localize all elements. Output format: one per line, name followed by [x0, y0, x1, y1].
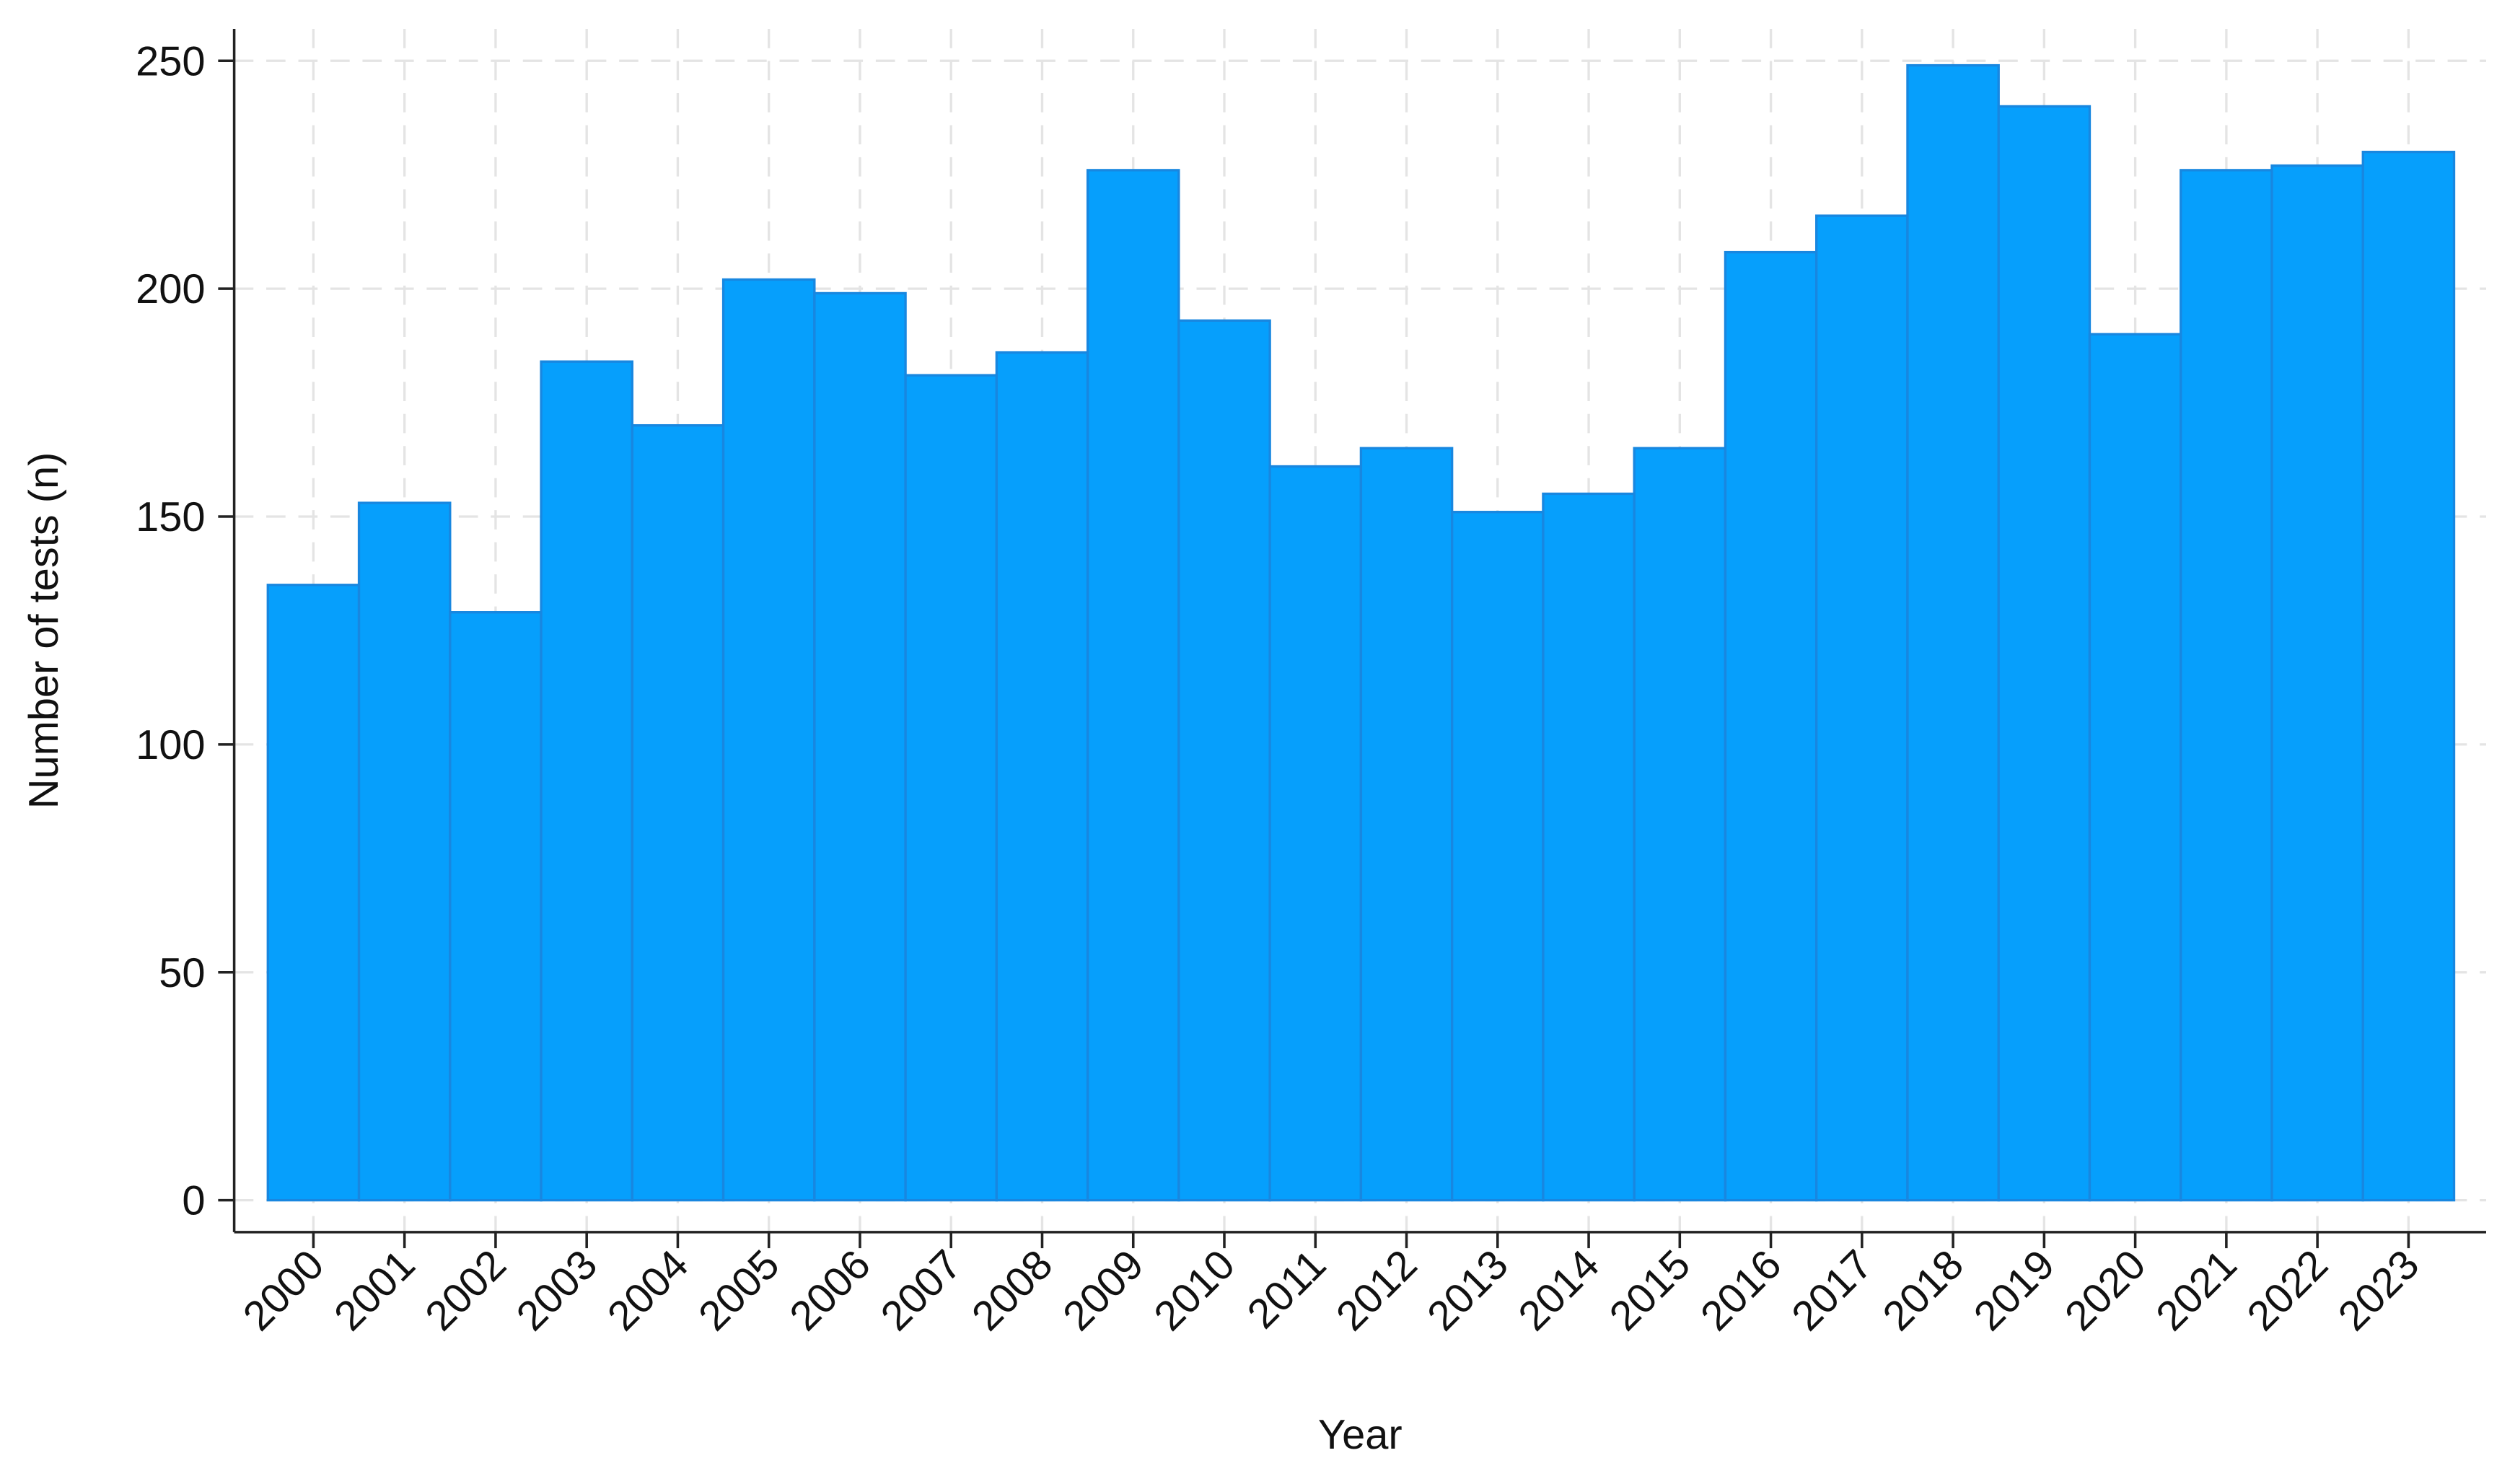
- bar: [1268, 465, 1363, 1202]
- y-axis-title: Number of tests (n): [21, 452, 67, 809]
- x-tick-label: 2021: [2148, 1242, 2246, 1340]
- bar: [1359, 447, 1454, 1202]
- bar: [540, 360, 633, 1202]
- bar: [1906, 63, 2000, 1202]
- bar: [2088, 333, 2182, 1202]
- bar: [1177, 319, 1271, 1202]
- x-tick-label: 2000: [234, 1242, 333, 1340]
- bar: [449, 611, 543, 1202]
- x-tick-label: 2007: [872, 1242, 970, 1340]
- y-tick-label: 250: [136, 38, 205, 84]
- bar: [813, 291, 907, 1202]
- bar: [1815, 214, 1909, 1202]
- bar: [1724, 250, 1818, 1202]
- bar: [1633, 447, 1727, 1202]
- x-tick-label: 2011: [1239, 1242, 1335, 1338]
- x-tick-label: 2018: [1874, 1242, 1972, 1340]
- y-tick-label: 200: [136, 266, 205, 312]
- bar: [2361, 150, 2456, 1202]
- x-axis-title: Year: [1318, 1412, 1403, 1458]
- bar: [631, 423, 725, 1202]
- y-tick-label: 0: [182, 1178, 205, 1224]
- bars: [266, 63, 2456, 1202]
- x-tick-label: 2008: [963, 1242, 1061, 1340]
- x-tick-label: 2017: [1783, 1242, 1882, 1340]
- bar: [721, 278, 816, 1202]
- bar: [357, 501, 452, 1202]
- x-tick-label: 2014: [1510, 1242, 1608, 1340]
- x-tick-label: 2002: [417, 1242, 515, 1340]
- x-tick-label: 2013: [1419, 1242, 1517, 1340]
- bar: [1542, 492, 1636, 1202]
- x-tick-label: 2019: [1965, 1242, 2063, 1340]
- x-tick-label: 2003: [508, 1242, 606, 1340]
- y-tick-label: 100: [136, 722, 205, 768]
- bar: [2270, 164, 2364, 1202]
- x-tick-label: 2012: [1327, 1242, 1426, 1340]
- x-tick-label: 2001: [325, 1242, 423, 1340]
- x-tick-label: 2023: [2330, 1242, 2428, 1340]
- x-tick-label: 2016: [1692, 1242, 1790, 1340]
- bar: [266, 584, 361, 1202]
- x-tick-label: 2010: [1146, 1242, 1244, 1340]
- bar: [1997, 105, 2092, 1202]
- x-tick-label: 2005: [690, 1242, 789, 1340]
- x-tick-label: 2015: [1601, 1242, 1699, 1340]
- bar: [2180, 169, 2273, 1202]
- y-tick-label: 50: [159, 950, 205, 996]
- bar: [1450, 511, 1545, 1202]
- x-tick-label: 2006: [781, 1242, 879, 1340]
- y-tick-label: 150: [136, 494, 205, 540]
- x-tick-label: 2020: [2056, 1242, 2154, 1340]
- x-tick-label: 2022: [2239, 1242, 2337, 1340]
- x-tick-label: 2009: [1055, 1242, 1153, 1340]
- bar: [1086, 169, 1180, 1202]
- bar: [904, 374, 998, 1202]
- x-tick-label: 2004: [599, 1242, 697, 1340]
- bar: [995, 351, 1089, 1202]
